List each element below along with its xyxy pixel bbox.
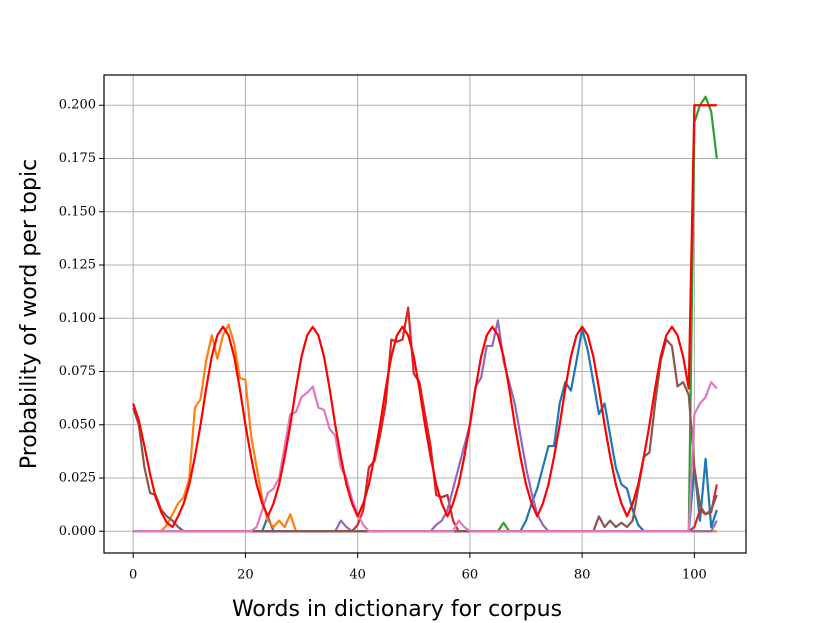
series-line [133,95,718,533]
x-tick-label: 60 [462,568,479,583]
y-tick-label: 0.075 [59,364,96,379]
y-tick-label: 0.200 [59,98,96,113]
y-axis-label: Probability of word per topic [17,159,42,469]
series-line [133,381,718,533]
y-tick-label: 0.175 [59,151,96,166]
x-tick-label: 0 [129,568,137,583]
x-tick-label: 80 [574,568,591,583]
x-tick-label: 20 [237,568,254,583]
y-tick-label: 0.125 [59,258,96,273]
x-tick-label: 40 [349,568,366,583]
plot-frame [103,74,747,554]
y-tick-label: 0.000 [59,524,96,539]
series-line [132,338,718,533]
y-tick-label: 0.025 [59,471,96,486]
series-line [132,104,717,529]
x-axis-label: Words in dictionary for corpus [232,597,562,622]
x-tick-label: 100 [682,568,707,583]
y-tick-label: 0.050 [59,417,96,432]
y-tick-label: 0.150 [59,204,96,219]
y-tick-label: 0.100 [59,311,96,326]
